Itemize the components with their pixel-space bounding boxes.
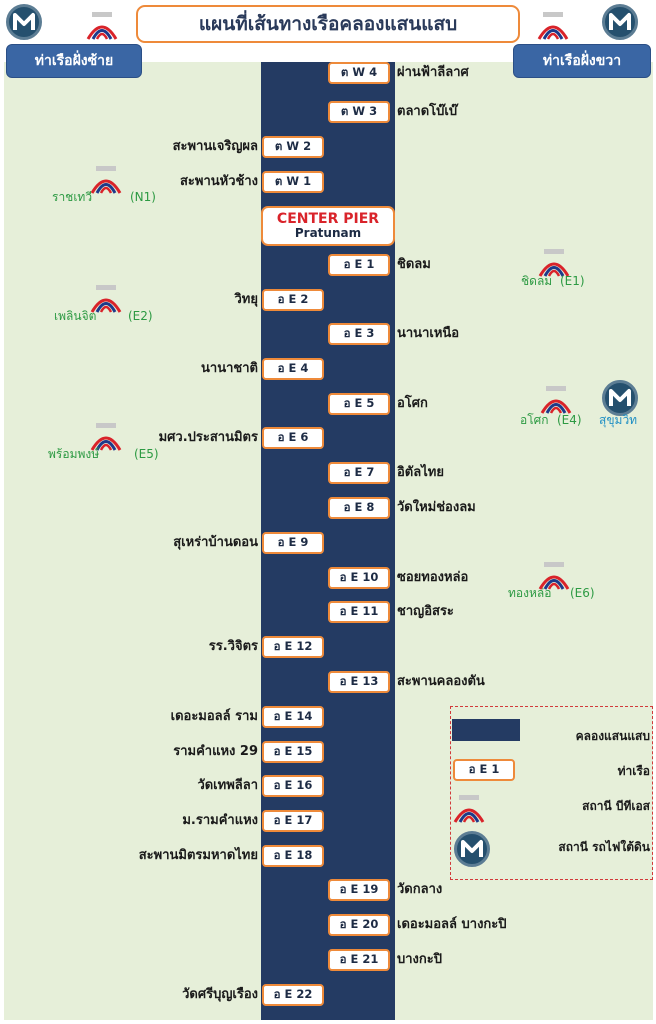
bts-station-icon (538, 562, 570, 590)
pier-name: วัดใหม่ช่องลม (397, 500, 476, 515)
pier-marker: ต W 4 (328, 62, 390, 84)
legend-pier-swatch: อ E 1 (453, 759, 515, 781)
pier-marker: อ E 12 (262, 636, 324, 658)
bts-station-name: ชิดลม (521, 274, 553, 288)
pier-name: วัดเทพลีลา (197, 778, 258, 793)
pier-name: สะพานคลองตัน (397, 674, 485, 689)
pier-name: เดอะมอลล์ บางกะปิ (397, 917, 507, 932)
metro-station-icon (602, 380, 638, 416)
pier-marker: อ E 16 (262, 775, 324, 797)
pier-name: รามคำแหง 29 (173, 744, 258, 759)
pier-marker: อ E 11 (328, 601, 390, 623)
pier-marker: ต W 1 (262, 171, 324, 193)
pier-marker: อ E 2 (262, 289, 324, 311)
pier-marker: อ E 19 (328, 879, 390, 901)
bts-station-name: อโศก (520, 413, 549, 427)
pier-marker: อ E 18 (262, 845, 324, 867)
pier-name: นานาชาติ (201, 361, 258, 376)
pier-marker: อ E 15 (262, 741, 324, 763)
pier-name: ชาญอิสระ (397, 604, 454, 619)
pier-marker: อ E 13 (328, 671, 390, 693)
legend-metro-icon (454, 831, 490, 867)
pier-marker: ต W 2 (262, 136, 324, 158)
pier-marker: อ E 4 (262, 358, 324, 380)
bts-station-icon (90, 166, 122, 194)
bts-station-icon (540, 386, 572, 414)
right-side-tab: ท่าเรือฝั่งขวา (513, 44, 651, 78)
legend-mrt-label: สถานี รถไฟใต้ดิน (558, 840, 650, 854)
pier-name: เดอะมอลล์ ราม (170, 709, 258, 724)
bts-station-name: พร้อมพงษ์ (48, 447, 100, 461)
pier-name: ม.รามคำแหง (182, 813, 258, 828)
pier-name: สุเหร่าบ้านดอน (173, 535, 258, 550)
legend-canal-swatch (452, 719, 520, 741)
metro-logo-icon (602, 4, 638, 40)
pier-name: ซอยทองหล่อ (397, 570, 469, 585)
bts-station-code: (E4) (557, 413, 582, 427)
pier-name: วัดศรีบุญเรือง (182, 987, 258, 1002)
pier-marker: อ E 9 (262, 532, 324, 554)
legend-pier-label: ท่าเรือ (617, 764, 650, 778)
pier-marker: อ E 7 (328, 462, 390, 484)
pier-name: ผ่านฟ้าลีลาศ (397, 65, 469, 80)
center-pier-name: CENTER PIER (276, 211, 380, 228)
bts-station-code: (E6) (570, 586, 595, 600)
bts-station-name: เพลินจิต (54, 309, 97, 323)
legend-box: คลองแสนแสบ อ E 1 ท่าเรือ สถานี บีทีเอส ส… (450, 706, 653, 880)
pier-name: สะพานมิตรมหาดไทย (138, 848, 258, 863)
pier-marker: อ E 14 (262, 706, 324, 728)
pier-name: วัดกลาง (397, 882, 443, 897)
pier-marker: อ E 1 (328, 254, 390, 276)
bts-station-icon (90, 285, 122, 313)
pier-name: อิตัลไทย (397, 465, 444, 480)
left-side-tab: ท่าเรือฝั่งซ้าย (6, 44, 142, 78)
bts-logo-icon (86, 12, 118, 40)
pier-name: นานาเหนือ (397, 326, 460, 341)
pier-name: ชิดลม (397, 257, 431, 272)
pier-marker: อ E 10 (328, 567, 390, 589)
bts-station-code: (E2) (128, 309, 153, 323)
pier-name: มศว.ประสานมิตร (158, 430, 258, 445)
pier-name: สะพานเจริญผล (172, 139, 258, 154)
bts-station-icon (90, 423, 122, 451)
right-panel (395, 62, 653, 1020)
left-panel (4, 62, 261, 1020)
metro-station-name: สุขุมวิท (599, 413, 638, 427)
bts-station-code: (N1) (130, 190, 156, 204)
pier-marker: อ E 3 (328, 323, 390, 345)
bts-station-code: (E1) (560, 274, 585, 288)
bts-station-name: ทองหล่อ (508, 586, 552, 600)
pier-marker: อ E 6 (262, 427, 324, 449)
pier-name: ตลาดโบ๊เบ๊ (397, 104, 458, 119)
pier-marker: อ E 8 (328, 497, 390, 519)
legend-bts-label: สถานี บีทีเอส (582, 799, 650, 813)
map-title: แผนที่เส้นทางเรือคลองแสนแสบ (136, 5, 520, 43)
bts-station-icon (538, 249, 570, 277)
pier-name: อโศก (397, 396, 428, 411)
pier-marker: อ E 20 (328, 914, 390, 936)
pier-marker: ต W 3 (328, 101, 390, 123)
pier-marker: อ E 17 (262, 810, 324, 832)
pier-name: รร.วิจิตร (208, 639, 258, 654)
legend-bts-icon (453, 795, 485, 823)
pier-name: สะพานหัวช้าง (179, 174, 258, 189)
center-pier-box: CENTER PIER Pratunam (261, 206, 395, 246)
pier-marker: อ E 21 (328, 949, 390, 971)
pier-marker: อ E 5 (328, 393, 390, 415)
bts-logo-icon (537, 12, 569, 40)
bts-station-code: (E5) (134, 447, 159, 461)
center-pier-sub: Pratunam (294, 226, 362, 241)
bts-station-name: ราชเทวี (52, 190, 93, 204)
legend-canal-label: คลองแสนแสบ (575, 729, 650, 743)
metro-logo-icon (6, 4, 42, 40)
pier-marker: อ E 22 (262, 984, 324, 1006)
pier-name: บางกะปิ (397, 952, 443, 967)
pier-name: วิทยุ (234, 292, 259, 307)
